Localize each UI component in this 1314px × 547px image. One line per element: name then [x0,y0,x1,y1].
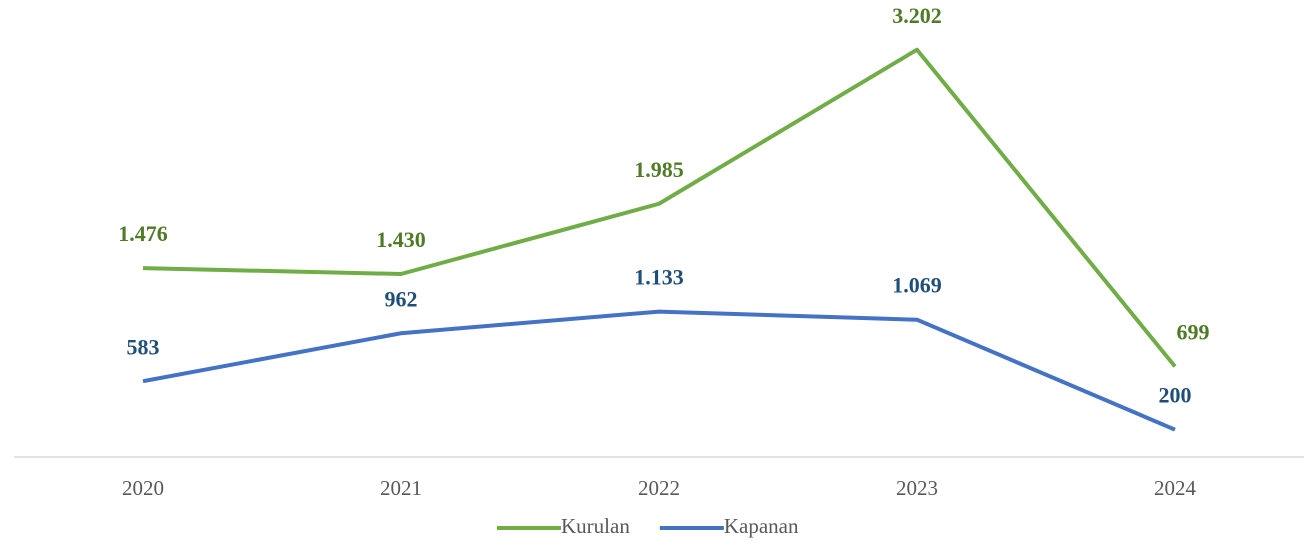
data-label: 200 [1159,383,1192,408]
data-label: 3.202 [892,3,942,28]
series-line [142,47,1177,368]
x-tick-label: 2021 [380,476,422,500]
data-label: 1.476 [118,221,168,246]
data-label: 1.430 [376,227,426,252]
data-label: 1.133 [634,265,684,290]
data-label: 1.985 [634,157,684,182]
x-tick-label: 2020 [122,476,164,500]
data-label: 1.069 [892,273,942,298]
legend-label: Kapanan [724,514,799,538]
data-label: 962 [385,286,418,311]
x-tick-label: 2024 [1154,476,1197,500]
legend-label: Kurulan [561,514,630,538]
x-tick-label: 2022 [638,476,680,500]
data-label: 699 [1177,320,1210,345]
series-line [142,309,1176,432]
x-tick-label: 2023 [896,476,938,500]
data-label: 583 [127,334,160,359]
